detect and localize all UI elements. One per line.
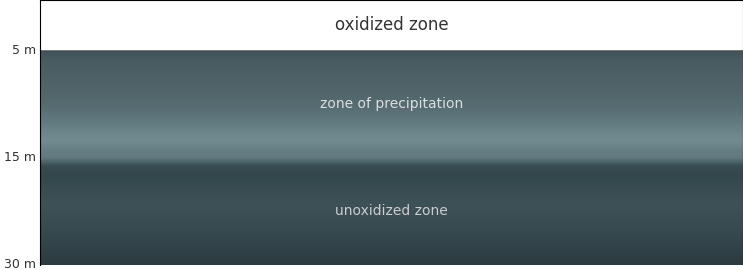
Text: 5 m: 5 m [12,43,36,56]
Text: oxidized zone: oxidized zone [334,16,448,34]
Text: zone of precipitation: zone of precipitation [320,97,463,111]
Text: 15 m: 15 m [4,151,36,164]
Bar [40,0,743,50]
Text: unoxidized zone: unoxidized zone [335,204,448,218]
Text: 30 m: 30 m [4,258,36,270]
